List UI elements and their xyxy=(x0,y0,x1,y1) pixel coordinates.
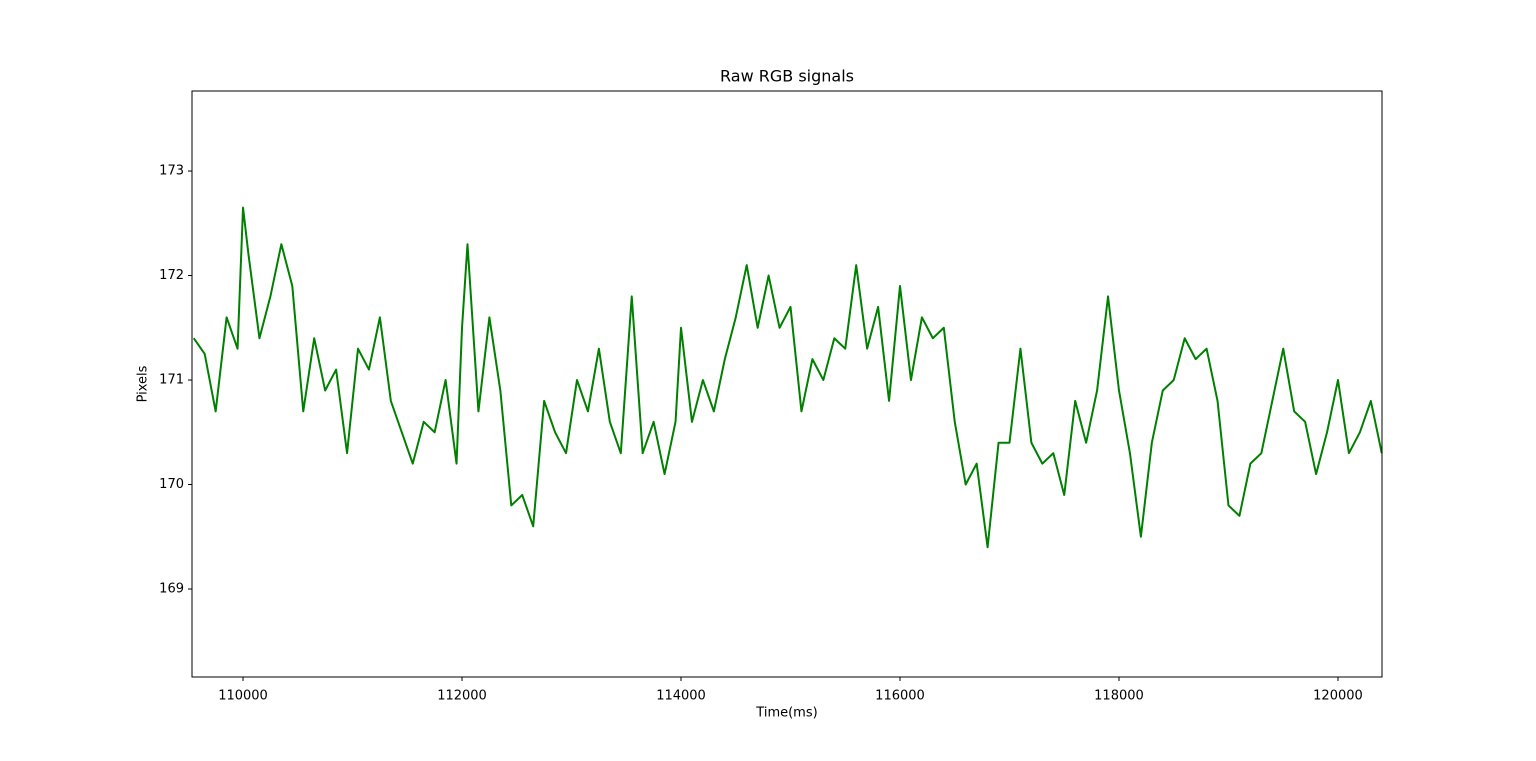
plot-frame xyxy=(191,90,1383,678)
y-tick-label: 172 xyxy=(159,268,184,283)
y-tick-label: 171 xyxy=(159,373,184,388)
y-tick-label: 170 xyxy=(159,477,184,492)
y-tick-label: 173 xyxy=(159,164,184,179)
y-axis-label: Pixels xyxy=(136,365,151,402)
y-tick-label: 169 xyxy=(159,582,184,597)
x-tick-label: 114000 xyxy=(656,689,706,704)
x-tick-label: 110000 xyxy=(218,689,268,704)
data-line xyxy=(192,206,1383,549)
x-tick-label: 116000 xyxy=(875,689,925,704)
x-tick-label: 112000 xyxy=(437,689,487,704)
x-tick-label: 118000 xyxy=(1094,689,1144,704)
chart-title: Raw RGB signals xyxy=(720,67,854,86)
x-tick-label: 120000 xyxy=(1313,689,1363,704)
x-axis-label: Time(ms) xyxy=(755,706,817,721)
